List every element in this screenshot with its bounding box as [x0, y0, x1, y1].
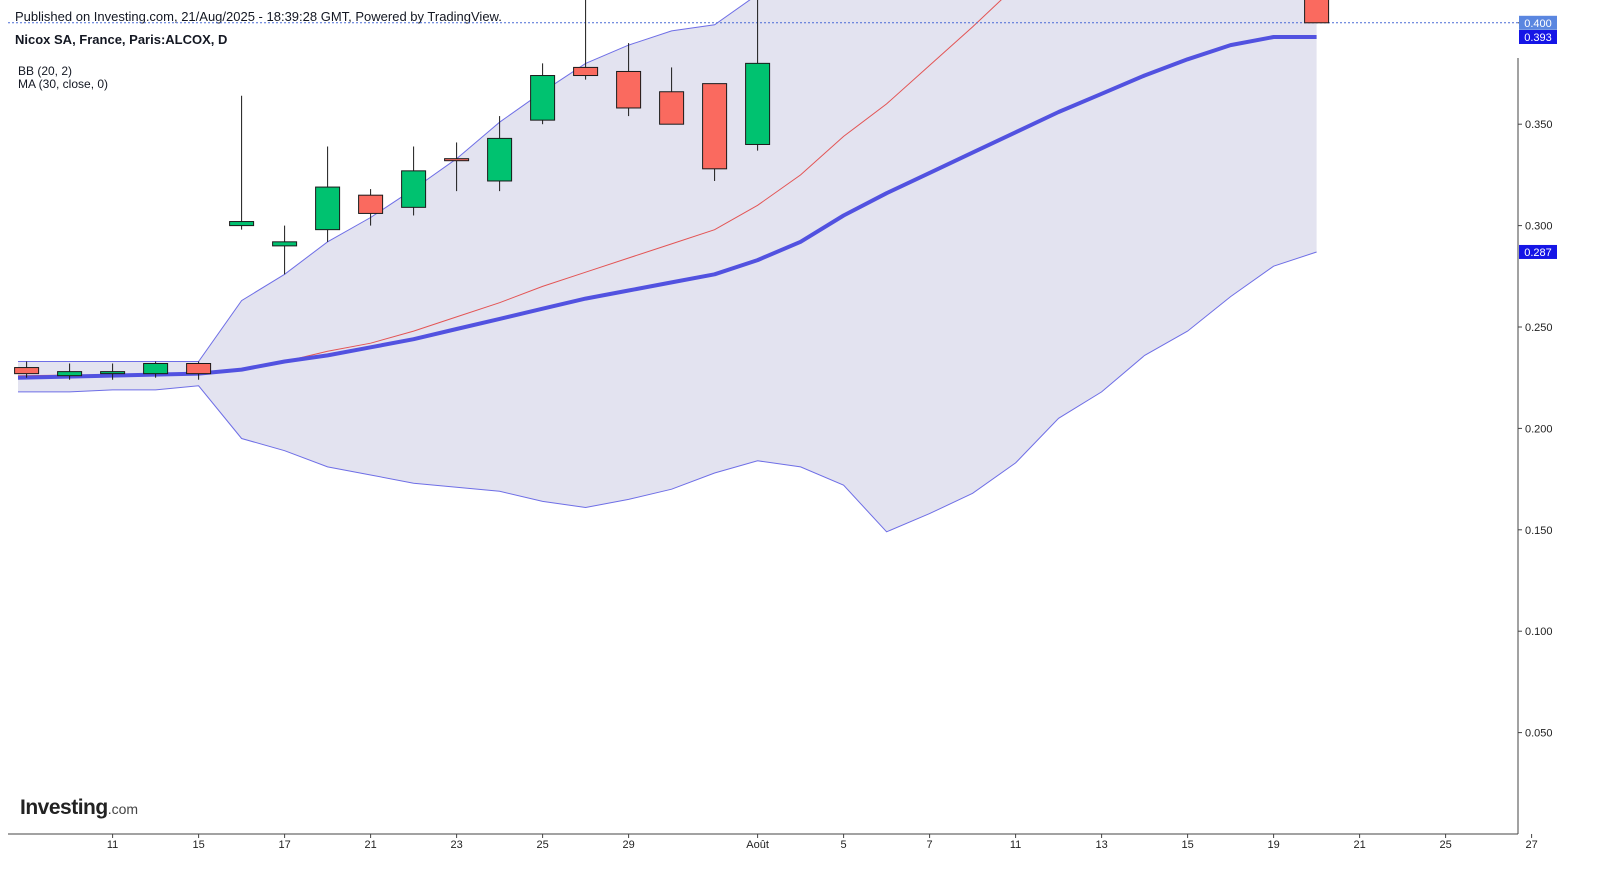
x-tick-label: 27	[1525, 839, 1537, 851]
x-tick-label: 25	[536, 839, 548, 851]
candle-body	[573, 66, 599, 77]
candle-body	[315, 186, 341, 231]
price-tag-label: 0.400	[1524, 18, 1552, 30]
candle-body	[14, 367, 40, 375]
published-info: Published on Investing.com, 21/Aug/2025 …	[15, 9, 502, 24]
price-tag-label: 0.287	[1524, 247, 1552, 259]
candle-body	[57, 371, 83, 377]
moving-average-line	[17, 35, 1317, 380]
candle-body	[186, 363, 212, 375]
bollinger-upper	[18, 0, 751, 362]
candle-body	[659, 91, 685, 125]
x-tick-label: 19	[1267, 839, 1279, 851]
candle-body	[358, 194, 384, 214]
candle-body	[143, 363, 169, 375]
bollinger-lower	[18, 251, 1317, 533]
candle-body	[229, 221, 255, 227]
candle-body	[530, 75, 556, 121]
candle-body	[100, 371, 126, 375]
y-tick-label: 0.050	[1525, 728, 1553, 740]
y-tick-label: 0.250	[1525, 322, 1553, 334]
x-tick-label: Août	[746, 839, 769, 851]
x-tick-label: 11	[107, 839, 118, 851]
moving-average-legend[interactable]: MA (30, close, 0)	[18, 77, 109, 91]
indicator-lines	[8, 0, 1518, 380]
investing-logo: Investing.com	[20, 796, 139, 819]
candle-body	[272, 241, 298, 247]
x-tick-label: 15	[1181, 839, 1193, 851]
candle-body	[401, 170, 427, 208]
x-tick-label: 25	[1439, 839, 1451, 851]
y-tick-label: 0.200	[1525, 423, 1553, 435]
x-tick-label: 11	[1010, 839, 1021, 851]
bollinger-fill	[18, 0, 1317, 532]
x-tick-label: 13	[1095, 839, 1107, 851]
candle-body	[702, 83, 728, 170]
price-tag-label: 0.393	[1524, 32, 1552, 44]
axes: 0.7500.7000.6500.6000.5500.5000.4500.400…	[8, 18, 1553, 851]
bollinger-bands	[18, 0, 1317, 533]
bollinger-basis	[17, 0, 1002, 377]
price-tag	[1519, 244, 1557, 259]
x-tick-label: 7	[927, 839, 933, 851]
x-tick-label: 29	[622, 839, 634, 851]
bollinger-legend[interactable]: BB (20, 2)	[18, 64, 73, 78]
candle-body	[444, 158, 470, 162]
y-tick-label: 0.150	[1525, 525, 1553, 537]
price-tag	[1519, 15, 1557, 30]
x-tick-label: 5	[841, 839, 847, 851]
y-tick-label: 0.300	[1525, 221, 1553, 233]
price-tag	[1519, 29, 1557, 44]
candles	[14, 0, 1330, 380]
x-tick-label: 15	[192, 839, 204, 851]
candle-body	[745, 62, 771, 145]
x-tick-label: 17	[278, 839, 290, 851]
y-tick-label: 0.350	[1525, 119, 1553, 131]
x-tick-label: 21	[364, 839, 376, 851]
symbol-title: Nicox SA, France, Paris:ALCOX, D	[15, 32, 228, 47]
candle-body	[487, 137, 513, 182]
x-tick-label: 21	[1353, 839, 1365, 851]
x-tick-label: 23	[450, 839, 462, 851]
candle-body	[1304, 0, 1330, 24]
candle-body	[616, 70, 642, 109]
y-tick-label: 0.100	[1525, 626, 1553, 638]
